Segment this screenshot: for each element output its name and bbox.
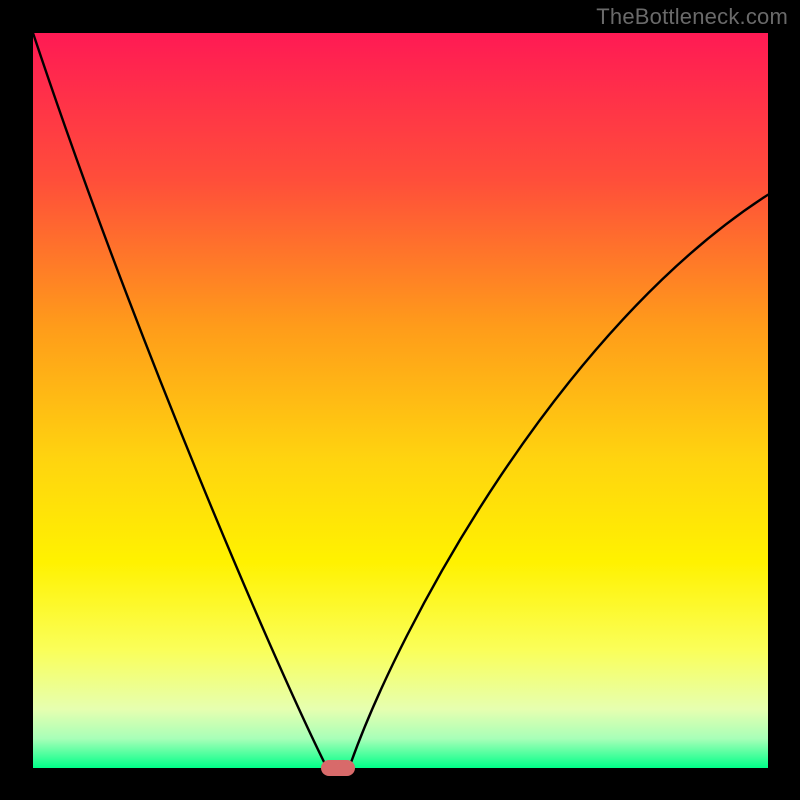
- curve-path: [33, 33, 768, 768]
- optimum-marker: [321, 760, 354, 776]
- bottleneck-curve: [33, 33, 768, 768]
- plot-area: [33, 33, 768, 768]
- chart-frame: TheBottleneck.com: [0, 0, 800, 800]
- watermark-text: TheBottleneck.com: [596, 4, 788, 30]
